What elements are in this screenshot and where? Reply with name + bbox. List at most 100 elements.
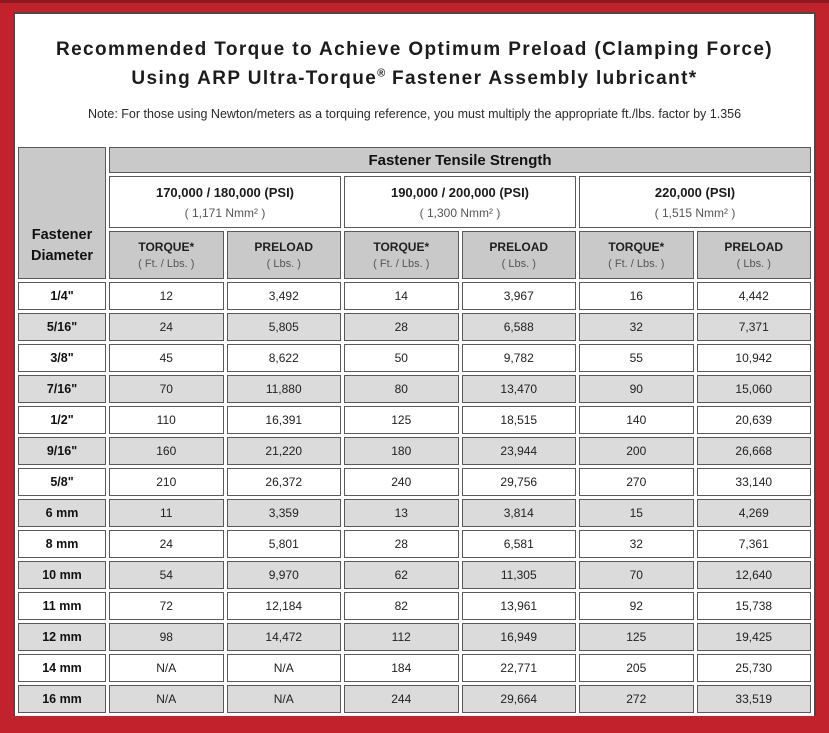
nmm-value-3: ( 1,515 Nmm² ) bbox=[654, 205, 736, 220]
fastener-diameter-cell: 12 mm bbox=[18, 623, 106, 651]
preload-value-cell: 11,305 bbox=[461, 561, 576, 589]
psi-value-3: 220,000 (PSI) bbox=[654, 184, 736, 200]
table-row: 14 mm N/A N/A 184 22,771 205 25,730 bbox=[18, 654, 811, 682]
torque-value-cell: 110 bbox=[109, 406, 224, 434]
torque-value-cell: 210 bbox=[109, 468, 224, 496]
table-row: 3/8" 45 8,622 50 9,782 55 10,942 bbox=[18, 344, 811, 372]
torque-value-cell: 140 bbox=[579, 406, 694, 434]
torque-value-cell: 24 bbox=[109, 313, 224, 341]
fastener-diameter-header-line2: Diameter bbox=[30, 247, 94, 264]
torque-unit-2: ( Ft. / Lbs. ) bbox=[373, 258, 430, 270]
torque-value-cell: 200 bbox=[579, 437, 694, 465]
fastener-diameter-cell: 9/16" bbox=[18, 437, 106, 465]
registered-trademark-symbol: ® bbox=[377, 68, 386, 81]
preload-value-cell: 5,805 bbox=[226, 313, 341, 341]
torque-value-cell: 32 bbox=[579, 313, 694, 341]
table-row: 12 mm 98 14,472 112 16,949 125 19,425 bbox=[18, 623, 811, 651]
preload-label-3: PRELOAD bbox=[724, 240, 784, 254]
preload-value-cell: 9,782 bbox=[461, 344, 576, 372]
torque-value-cell: 14 bbox=[344, 282, 459, 310]
table-row: 7/16" 70 11,880 80 13,470 90 15,060 bbox=[18, 375, 811, 403]
content-panel: Recommended Torque to Achieve Optimum Pr… bbox=[13, 12, 816, 716]
torque-header-1: TORQUE* ( Ft. / Lbs. ) bbox=[109, 231, 224, 279]
preload-value-cell: 6,581 bbox=[461, 530, 576, 558]
preload-value-cell: 22,771 bbox=[461, 654, 576, 682]
torque-value-cell: 244 bbox=[344, 685, 459, 713]
torque-value-cell: 54 bbox=[109, 561, 224, 589]
fastener-diameter-cell: 1/2" bbox=[18, 406, 106, 434]
preload-value-cell: 29,756 bbox=[461, 468, 576, 496]
preload-label-2: PRELOAD bbox=[489, 240, 549, 254]
preload-value-cell: 4,269 bbox=[696, 499, 811, 527]
psi-header-170-180: 170,000 / 180,000 (PSI) ( 1,171 Nmm² ) bbox=[109, 176, 341, 228]
preload-value-cell: 16,391 bbox=[226, 406, 341, 434]
preload-value-cell: 8,622 bbox=[226, 344, 341, 372]
torque-value-cell: 70 bbox=[579, 561, 694, 589]
torque-value-cell: 98 bbox=[109, 623, 224, 651]
torque-value-cell: 90 bbox=[579, 375, 694, 403]
torque-value-cell: N/A bbox=[109, 654, 224, 682]
preload-label-1: PRELOAD bbox=[254, 240, 314, 254]
preload-value-cell: 26,372 bbox=[226, 468, 341, 496]
table-row: 6 mm 11 3,359 13 3,814 15 4,269 bbox=[18, 499, 811, 527]
preload-value-cell: 15,738 bbox=[696, 592, 811, 620]
preload-value-cell: 12,184 bbox=[226, 592, 341, 620]
torque-unit-1: ( Ft. / Lbs. ) bbox=[138, 258, 195, 270]
title-line-2-post: Fastener Assembly lubricant* bbox=[385, 68, 698, 90]
torque-value-cell: 82 bbox=[344, 592, 459, 620]
preload-value-cell: 3,492 bbox=[226, 282, 341, 310]
torque-header-2: TORQUE* ( Ft. / Lbs. ) bbox=[344, 231, 459, 279]
preload-value-cell: 15,060 bbox=[696, 375, 811, 403]
torque-value-cell: 240 bbox=[344, 468, 459, 496]
torque-value-cell: 205 bbox=[579, 654, 694, 682]
preload-value-cell: 7,371 bbox=[696, 313, 811, 341]
torque-label-3: TORQUE* bbox=[608, 240, 665, 254]
torque-value-cell: 92 bbox=[579, 592, 694, 620]
psi-header-220: 220,000 (PSI) ( 1,515 Nmm² ) bbox=[579, 176, 811, 228]
torque-value-cell: 28 bbox=[344, 530, 459, 558]
fastener-diameter-cell: 10 mm bbox=[18, 561, 106, 589]
title-line-2-pre: Using ARP Ultra-Torque bbox=[131, 68, 378, 90]
preload-value-cell: 33,140 bbox=[696, 468, 811, 496]
preload-value-cell: 3,967 bbox=[461, 282, 576, 310]
preload-value-cell: 29,664 bbox=[461, 685, 576, 713]
torque-value-cell: 13 bbox=[344, 499, 459, 527]
table-body: 1/4" 12 3,492 14 3,967 16 4,442 5/16" 24 5,805 28 6… bbox=[18, 282, 811, 713]
psi-header-row: 170,000 / 180,000 (PSI) ( 1,171 Nmm² ) 1… bbox=[18, 176, 811, 228]
units-header-row: TORQUE* ( Ft. / Lbs. ) PRELOAD ( Lbs. ) … bbox=[18, 231, 811, 279]
preload-value-cell: 10,942 bbox=[696, 344, 811, 372]
torque-value-cell: 32 bbox=[579, 530, 694, 558]
fastener-diameter-cell: 16 mm bbox=[18, 685, 106, 713]
preload-value-cell: 12,640 bbox=[696, 561, 811, 589]
preload-value-cell: 13,470 bbox=[461, 375, 576, 403]
torque-value-cell: 70 bbox=[109, 375, 224, 403]
preload-value-cell: 14,472 bbox=[226, 623, 341, 651]
torque-value-cell: 50 bbox=[344, 344, 459, 372]
preload-value-cell: 16,949 bbox=[461, 623, 576, 651]
preload-value-cell: 13,961 bbox=[461, 592, 576, 620]
fastener-diameter-header-line1: Fastener bbox=[31, 227, 93, 244]
psi-value-1: 170,000 / 180,000 (PSI) bbox=[155, 184, 295, 200]
preload-value-cell: N/A bbox=[226, 685, 341, 713]
fastener-diameter-cell: 11 mm bbox=[18, 592, 106, 620]
page-title: Recommended Torque to Achieve Optimum Pr… bbox=[15, 35, 814, 94]
torque-value-cell: 16 bbox=[579, 282, 694, 310]
preload-value-cell: 3,814 bbox=[461, 499, 576, 527]
table-row: 10 mm 54 9,970 62 11,305 70 12,640 bbox=[18, 561, 811, 589]
torque-value-cell: 24 bbox=[109, 530, 224, 558]
header-block: Recommended Torque to Achieve Optimum Pr… bbox=[15, 14, 814, 144]
fastener-diameter-cell: 7/16" bbox=[18, 375, 106, 403]
preload-value-cell: 26,668 bbox=[696, 437, 811, 465]
preload-value-cell: 6,588 bbox=[461, 313, 576, 341]
torque-value-cell: 72 bbox=[109, 592, 224, 620]
fastener-diameter-cell: 14 mm bbox=[18, 654, 106, 682]
preload-value-cell: 5,801 bbox=[226, 530, 341, 558]
preload-value-cell: 18,515 bbox=[461, 406, 576, 434]
preload-value-cell: 4,442 bbox=[696, 282, 811, 310]
torque-value-cell: 11 bbox=[109, 499, 224, 527]
table-row: 1/2" 110 16,391 125 18,515 140 20,639 bbox=[18, 406, 811, 434]
group-header-row: Fastener Diameter Fastener Tensile Stren… bbox=[18, 147, 811, 279]
torque-value-cell: 125 bbox=[579, 623, 694, 651]
torque-value-cell: 270 bbox=[579, 468, 694, 496]
fastener-diameter-cell: 1/4" bbox=[18, 282, 106, 310]
